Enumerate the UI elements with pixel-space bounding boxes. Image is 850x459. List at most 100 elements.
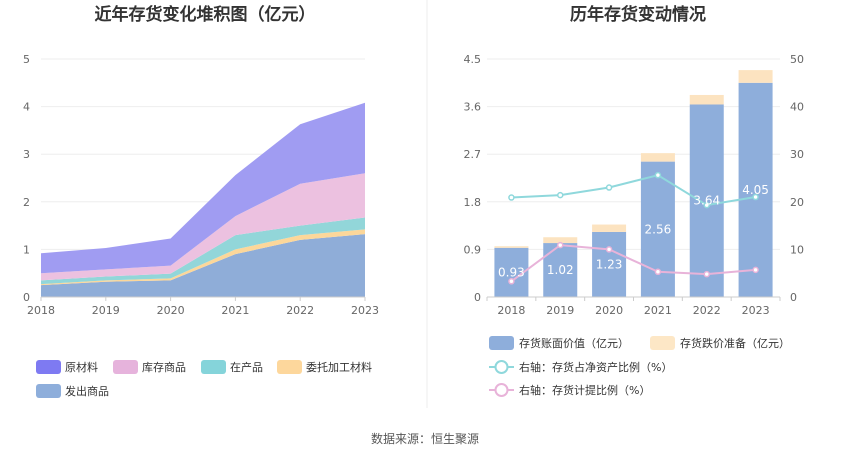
line-net-asset-ratio <box>511 174 756 207</box>
legend-swatch <box>201 360 226 374</box>
left-y-tick-label: 3 <box>23 148 30 161</box>
line-provision-ratio <box>510 244 756 283</box>
left-y-tick-label: 0 <box>23 291 30 304</box>
left-chart-axes: 0 1 2 3 4 5 2018 2019 2020 2021 2022 2023 <box>23 53 379 317</box>
right-legend-item-line[interactable]: 右轴：存货占净资产比例（%） <box>489 360 672 374</box>
left-x-tick-label: 2020 <box>157 304 185 317</box>
legend-swatch <box>36 360 61 374</box>
stacked-bar-line-chart: 历年存货变动情况 0.93 1.02 1.23 2.56 3.64 4.05 0 0.9 1.… <box>464 4 805 397</box>
bar-impairment-reserve <box>592 224 627 232</box>
legend-label: 右轴：存货计提比例（%） <box>519 383 650 397</box>
right-y-left-tick-label: 4.5 <box>464 53 482 66</box>
right-x-tick-label: 2023 <box>742 304 770 317</box>
bar-impairment-reserve <box>543 237 578 244</box>
bar-data-label: 3.64 <box>693 194 720 208</box>
right-chart-legend[interactable]: 存货账面价值（亿元） 存货跌价准备（亿元） 右轴：存货占净资产比例（%） 右轴：存货计… <box>489 336 790 397</box>
bar-book-value <box>543 243 578 297</box>
left-legend-item[interactable]: 原材料 <box>36 360 98 374</box>
right-chart-grid <box>487 58 780 250</box>
left-x-tick-label: 2022 <box>286 304 314 317</box>
area-series-原材料 <box>41 102 365 274</box>
bar-data-label: 0.93 <box>498 265 525 279</box>
line-point <box>654 171 662 179</box>
right-x-tick-label: 2019 <box>546 304 574 317</box>
legend-label: 存货账面价值（亿元） <box>519 336 629 350</box>
right-y-right-tick-label: 50 <box>790 53 804 66</box>
bar-data-label: 4.05 <box>742 183 769 197</box>
stacked-area-chart: 近年存货变化堆积图（亿元） 0 1 2 3 4 5 2018 2019 2020 2021 2022… <box>23 4 379 398</box>
left-chart-title: 近年存货变化堆积图（亿元） <box>95 4 316 25</box>
left-y-tick-label: 4 <box>23 101 30 114</box>
right-legend-item-line[interactable]: 右轴：存货计提比例（%） <box>489 383 650 397</box>
left-y-tick-label: 5 <box>23 53 30 66</box>
legend-label: 发出商品 <box>65 384 109 398</box>
right-y-right-tick-label: 20 <box>790 196 804 209</box>
line-point <box>605 246 613 253</box>
right-chart-data-labels: 0.93 1.02 1.23 2.56 3.64 4.05 <box>498 183 769 280</box>
left-y-tick-label: 1 <box>23 243 30 256</box>
bar-data-label: 2.56 <box>645 222 672 236</box>
area-series-委托加工材料 <box>41 229 365 286</box>
right-x-tick-label: 2020 <box>595 304 623 317</box>
legend-label: 存货跌价准备（亿元） <box>680 336 790 350</box>
right-legend-item-book-value[interactable]: 存货账面价值（亿元） <box>489 336 629 350</box>
right-y-left-tick-label: 0.9 <box>464 243 482 256</box>
right-chart-lines <box>508 171 759 285</box>
left-x-tick-label: 2021 <box>221 304 249 317</box>
right-chart-axes: 0 0.9 1.8 2.7 3.6 4.5 0 10 20 30 40 50 2018 2019 2020 2… <box>464 53 805 317</box>
right-x-tick-label: 2018 <box>497 304 525 317</box>
right-x-tick-label: 2022 <box>693 304 721 317</box>
right-y-left-tick-label: 1.8 <box>464 196 482 209</box>
line-point <box>557 241 564 249</box>
legend-label: 库存商品 <box>142 360 186 374</box>
area-series-库存商品 <box>41 173 365 281</box>
bar-impairment-reserve <box>494 246 529 248</box>
left-legend-item[interactable]: 发出商品 <box>36 384 109 398</box>
left-legend-item[interactable]: 库存商品 <box>113 360 186 374</box>
right-y-right-tick-label: 40 <box>790 101 804 114</box>
source-note: 数据来源：恒生聚源 <box>371 431 479 446</box>
bar-impairment-reserve <box>640 153 675 162</box>
legend-swatch <box>113 360 138 374</box>
right-y-right-tick-label: 10 <box>790 243 804 256</box>
left-legend-item[interactable]: 在产品 <box>201 360 263 374</box>
right-y-left-tick-label: 2.7 <box>464 148 482 161</box>
line-point <box>508 194 515 201</box>
left-chart-areas <box>41 102 365 297</box>
line-point <box>703 270 710 278</box>
line-point <box>703 201 710 209</box>
bar-impairment-reserve <box>689 94 724 105</box>
line-point <box>508 278 515 285</box>
line-point <box>557 191 564 199</box>
legend-label: 原材料 <box>65 360 98 374</box>
bar-book-value <box>689 104 724 298</box>
legend-swatch <box>36 384 61 398</box>
right-y-left-tick-label: 0 <box>474 291 481 304</box>
right-legend-item-impairment[interactable]: 存货跌价准备（亿元） <box>650 336 790 350</box>
bar-impairment-reserve <box>738 70 773 83</box>
line-point <box>752 193 759 201</box>
legend-label: 右轴：存货占净资产比例（%） <box>519 360 672 374</box>
area-series-发出商品 <box>41 234 365 297</box>
right-x-tick-label: 2021 <box>644 304 672 317</box>
legend-marker <box>494 360 509 374</box>
bar-data-label: 1.02 <box>547 263 574 277</box>
legend-swatch <box>650 336 675 350</box>
area-series-在产品 <box>41 217 365 285</box>
legend-swatch <box>489 336 514 350</box>
bar-book-value <box>738 82 773 297</box>
left-x-tick-label: 2019 <box>92 304 120 317</box>
left-y-tick-label: 2 <box>23 196 30 209</box>
right-chart-title: 历年存货变动情况 <box>570 4 706 25</box>
bar-data-label: 1.23 <box>596 257 623 271</box>
bar-book-value <box>592 231 627 297</box>
line-point <box>605 184 613 191</box>
line-point <box>654 268 662 276</box>
right-y-right-tick-label: 30 <box>790 148 804 161</box>
legend-marker <box>494 383 509 397</box>
left-legend-item[interactable]: 委托加工材料 <box>277 360 372 374</box>
left-x-tick-label: 2018 <box>27 304 55 317</box>
legend-label: 在产品 <box>230 360 263 374</box>
